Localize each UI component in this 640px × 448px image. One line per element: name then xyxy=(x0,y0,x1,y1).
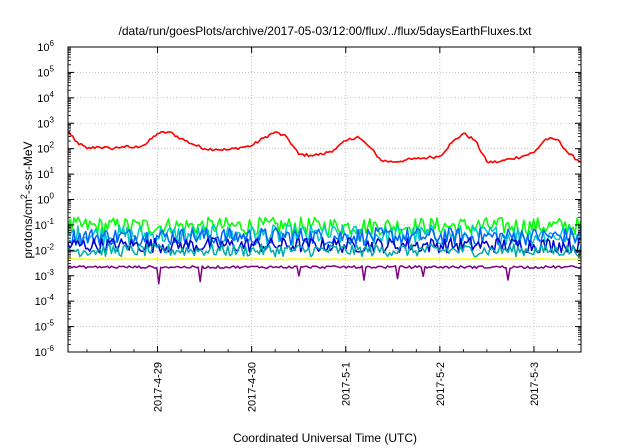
x-tick-label: 2017-5-3 xyxy=(529,362,541,406)
y-axis-ticks: 10-6 10-5 10-4 10-3 10-2 10-1 100 101 102 103 104 1… xyxy=(35,39,581,359)
x-axis-label: Coordinated Universal Time (UTC) xyxy=(233,431,417,445)
x-axis-ticks: 2017-4-29 2017-4-30 2017-5-1 2017-5-2 2017-5… xyxy=(86,47,582,412)
y-tick-label: 10-2 xyxy=(35,242,55,257)
plot-frame xyxy=(67,46,582,353)
y-axis-label-prefix: protons/cm xyxy=(21,199,35,258)
y-tick-label: 10-1 xyxy=(35,217,55,232)
y-tick-label: 103 xyxy=(37,115,54,130)
y-tick-label: 106 xyxy=(37,39,54,54)
series-line-8 xyxy=(67,265,582,285)
x-tick-label: 2017-5-1 xyxy=(341,362,353,406)
y-tick-label: 105 xyxy=(37,64,54,79)
series-line-7 xyxy=(67,257,582,261)
series-line-6 xyxy=(67,243,582,258)
y-axis-label-suffix: -s-sr-MeV xyxy=(21,141,35,194)
y-tick-label: 10-3 xyxy=(35,268,55,283)
x-tick-label: 2017-5-2 xyxy=(435,362,447,406)
y-tick-label: 10-6 xyxy=(35,344,55,359)
series-line-2 xyxy=(67,216,582,236)
x-tick-label: 2017-4-30 xyxy=(247,362,259,412)
y-tick-label: 104 xyxy=(37,90,54,105)
chart-title: /data/run/goesPlots/archive/2017-05-03/1… xyxy=(119,24,533,38)
y-axis-label: protons/cm2-s-sr-MeV xyxy=(19,141,35,258)
series-line-5 xyxy=(67,237,582,254)
series-line-3 xyxy=(67,224,582,246)
series-lines xyxy=(67,130,582,285)
series-line-1 xyxy=(67,130,582,164)
y-tick-label: 10-5 xyxy=(35,319,55,334)
y-tick-label: 102 xyxy=(37,141,54,156)
y-tick-label: 100 xyxy=(37,192,54,207)
y-tick-label: 10-4 xyxy=(35,293,55,308)
y-tick-label: 101 xyxy=(37,166,54,181)
y-axis-label-superscript: 2 xyxy=(19,194,29,199)
grid-lines xyxy=(68,46,581,353)
x-tick-label: 2017-4-29 xyxy=(153,362,165,412)
